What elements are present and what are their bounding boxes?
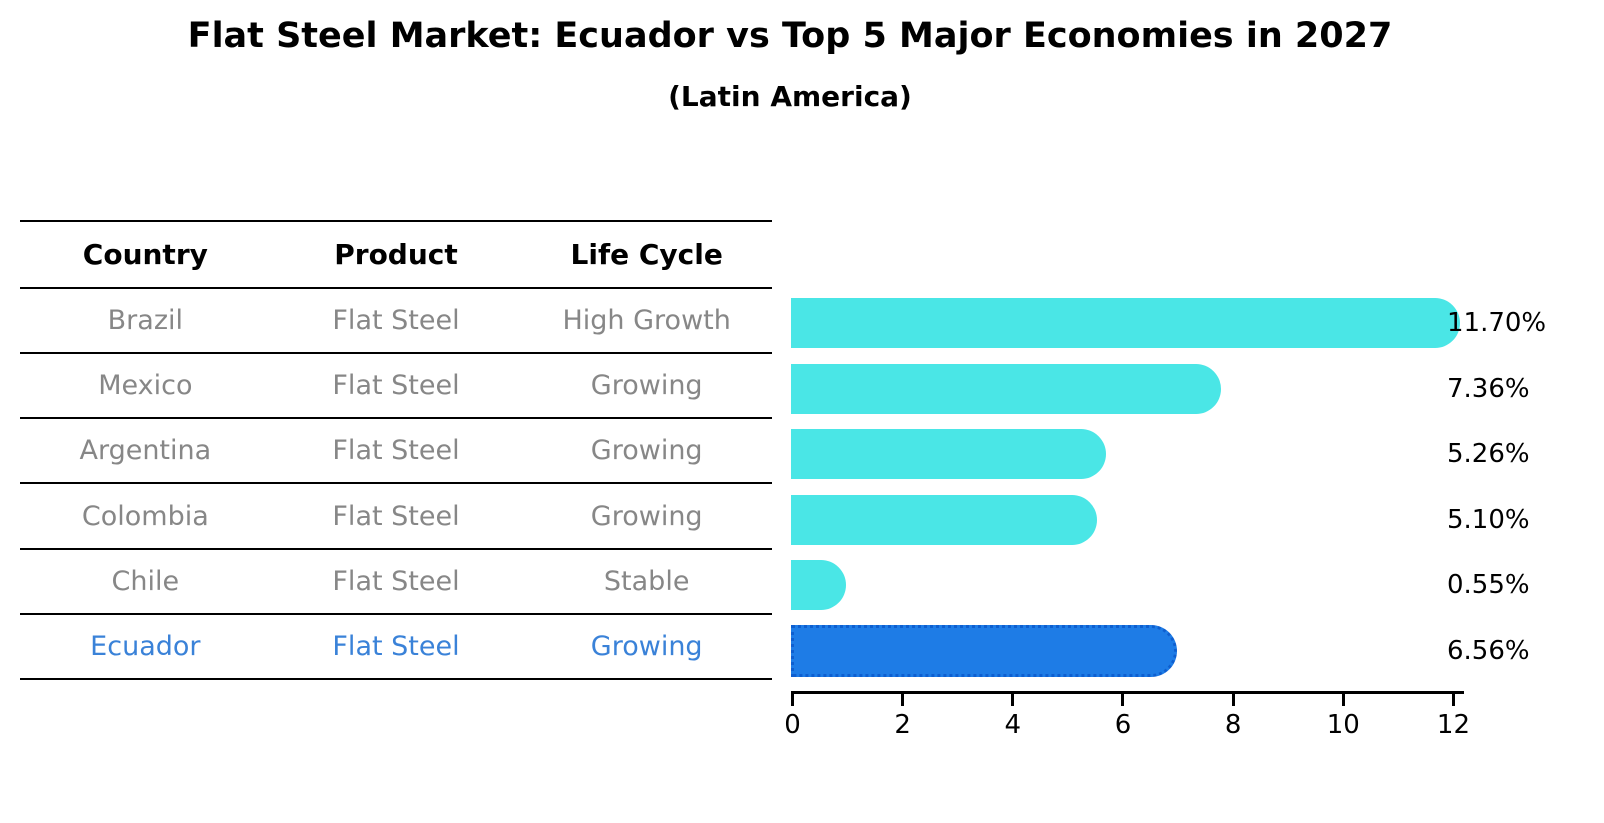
cell-country: Ecuador	[90, 631, 201, 663]
value-label-chile: 0.55%	[1447, 570, 1530, 601]
x-axis-spine	[791, 691, 1464, 694]
bar-ecuador	[791, 625, 1178, 677]
value-label-ecuador: 6.56%	[1447, 636, 1530, 666]
bar-colombia	[791, 494, 1097, 545]
x-tick-label-4: 4	[1004, 710, 1022, 740]
cell-product: Flat Steel	[332, 435, 460, 467]
cell-life-cycle: Stable	[603, 565, 690, 597]
x-tick-label-0: 0	[784, 710, 801, 740]
bar-chile	[791, 560, 847, 611]
cell-country: Chile	[111, 565, 180, 597]
col-header-life-cycle: Life Cycle	[570, 237, 723, 271]
table-row-argentina: Argentina Flat Steel Growing	[20, 419, 772, 485]
x-tick-12	[1451, 694, 1455, 706]
table-header-row: Country Product Life Cycle	[20, 222, 772, 289]
cell-life-cycle: Growing	[590, 500, 703, 532]
cell-life-cycle: High Growth	[562, 304, 731, 336]
x-tick-label-6: 6	[1114, 710, 1132, 740]
table-row-mexico: Mexico Flat Steel Growing	[20, 354, 772, 420]
table-row-colombia: Colombia Flat Steel Growing	[20, 484, 772, 550]
x-tick-0	[791, 694, 794, 706]
value-label-brazil: 11.70%	[1447, 308, 1547, 338]
table-row-chile: Chile Flat Steel Stable	[20, 550, 772, 615]
cell-product: Flat Steel	[332, 304, 460, 336]
x-tick-10	[1341, 694, 1345, 706]
cell-country: Brazil	[107, 304, 184, 336]
col-header-country: Country	[82, 237, 208, 271]
cell-life-cycle: Growing	[590, 435, 703, 467]
bar-argentina	[791, 429, 1106, 480]
table-row-ecuador: Ecuador Flat Steel Growing	[20, 615, 772, 681]
value-label-colombia: 5.10%	[1447, 504, 1530, 535]
cell-product: Flat Steel	[332, 369, 460, 401]
bar-brazil	[791, 298, 1461, 348]
x-tick-8	[1231, 694, 1235, 706]
cell-product: Flat Steel	[332, 500, 460, 532]
chart-title: Flat Steel Market: Ecuador vs Top 5 Majo…	[187, 16, 1393, 56]
value-label-mexico: 7.36%	[1447, 373, 1530, 404]
cell-product: Flat Steel	[332, 565, 460, 597]
x-tick-4	[1011, 694, 1015, 706]
x-tick-2	[901, 694, 905, 706]
bar-mexico	[791, 363, 1222, 414]
x-tick-label-12: 12	[1436, 710, 1470, 740]
table-row-brazil: Brazil Flat Steel High Growth	[20, 289, 772, 354]
cell-product: Flat Steel	[332, 631, 460, 663]
cell-life-cycle: Growing	[590, 369, 703, 401]
chart-subtitle: (Latin America)	[668, 80, 912, 113]
x-tick-label-8: 8	[1224, 710, 1242, 740]
value-label-argentina: 5.26%	[1447, 439, 1530, 470]
cell-country: Argentina	[79, 435, 212, 467]
x-tick-6	[1121, 694, 1125, 706]
x-tick-label-10: 10	[1326, 710, 1360, 740]
col-header-product: Product	[334, 237, 458, 271]
country-table: Country Product Life Cycle Brazil Flat Steel…	[20, 220, 772, 681]
cell-country: Mexico	[98, 369, 193, 401]
cell-country: Colombia	[81, 500, 209, 532]
cell-life-cycle: Growing	[590, 631, 703, 663]
x-tick-label-2: 2	[894, 710, 911, 740]
